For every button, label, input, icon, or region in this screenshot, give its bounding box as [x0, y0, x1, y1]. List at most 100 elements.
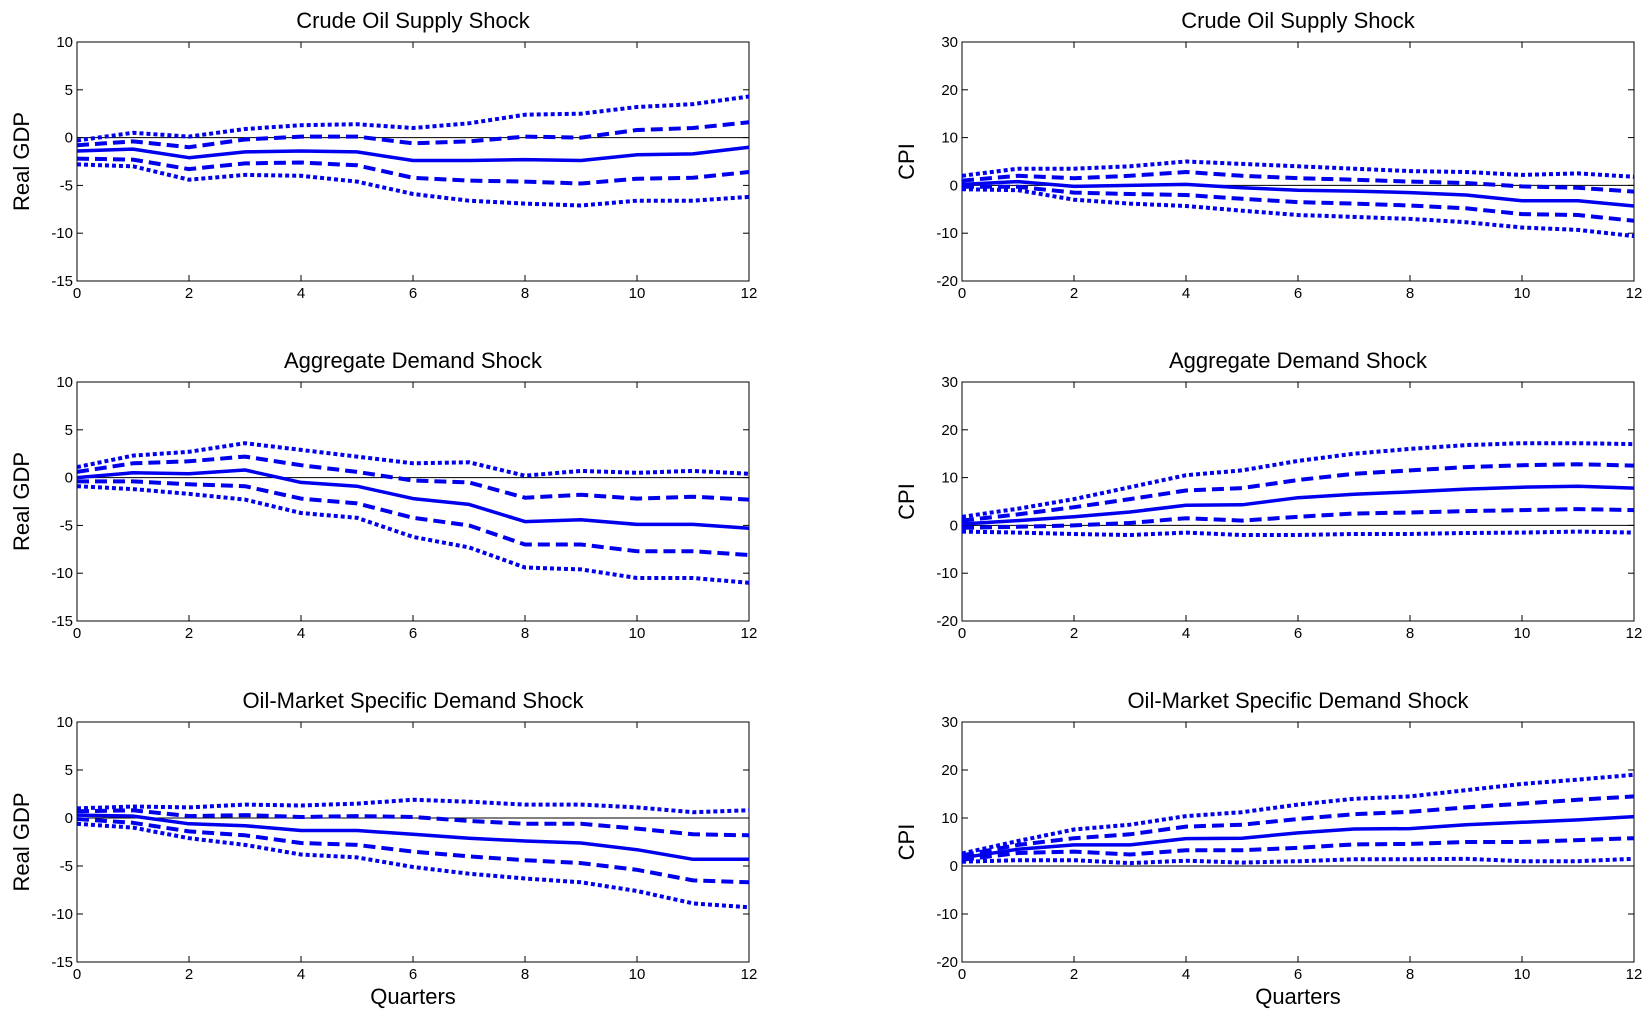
x-tick-label: 6 — [1294, 966, 1302, 983]
y-tick-label: -10 — [51, 565, 73, 582]
y-tick-label: -10 — [936, 906, 958, 923]
x-tick-label: 8 — [521, 625, 529, 642]
x-tick-label: 8 — [1406, 285, 1414, 302]
axes-box — [76, 721, 750, 963]
y-tick-label: 20 — [941, 762, 958, 779]
x-tick-label: 2 — [1070, 625, 1078, 642]
y-tick-label: 0 — [65, 130, 73, 147]
panel-0: 0 2 4 6 8 10 12 10 5 0 -5 -10 -15 Crude Oil Supply Sh… — [9, 8, 757, 302]
x-tick-label: 12 — [1626, 966, 1643, 983]
series-line-dotted-0 — [961, 159, 1635, 179]
x-tick-label: 4 — [297, 285, 305, 302]
x-tick-label: 0 — [958, 625, 966, 642]
series-line-dashed-1 — [76, 120, 750, 150]
x-tick-label: 2 — [185, 625, 193, 642]
panel-3: 0 2 4 6 8 10 12 30 20 10 0 -10 -20 Aggregate Demand S… — [894, 348, 1642, 642]
series-line-dashed-3 — [962, 184, 1635, 223]
x-tick-label: 10 — [1514, 966, 1531, 983]
series-line-dashed-3 — [961, 507, 1635, 530]
y-tick-label: 30 — [941, 714, 958, 731]
x-tick-label: 10 — [1514, 285, 1531, 302]
y-tick-label: 10 — [56, 714, 73, 731]
panel-2: 0 2 4 6 8 10 12 10 5 0 -5 -10 -15 Aggregate Demand Sh… — [9, 348, 757, 642]
panel-1: 0 2 4 6 8 10 12 30 20 10 0 -10 -20 Crude Oil Supply S… — [894, 8, 1642, 302]
y-tick-label: -20 — [936, 273, 958, 290]
y-tick-label: -10 — [936, 225, 958, 242]
y-tick-label: -5 — [60, 858, 73, 875]
series-line-dashed-1 — [76, 454, 750, 502]
y-tick-label: 10 — [941, 130, 958, 147]
x-tick-label: 12 — [1626, 285, 1643, 302]
series-line-dotted-0 — [76, 94, 750, 143]
series-line-dashed-3 — [76, 817, 750, 885]
y-tick-label: -15 — [51, 273, 73, 290]
x-tick-label: 6 — [409, 966, 417, 983]
series-line-dashed-1 — [961, 462, 1635, 523]
x-tick-label: 6 — [409, 285, 417, 302]
x-tick-label: 10 — [629, 625, 646, 642]
x-tick-label: 2 — [1070, 966, 1078, 983]
y-axis-label: Real GDP — [9, 792, 34, 891]
y-tick-label: 0 — [65, 470, 73, 487]
x-tick-label: 0 — [958, 285, 966, 302]
y-axis-label: CPI — [894, 824, 919, 861]
panel-5: 0 2 4 6 8 10 12 30 20 10 0 -10 -20 Oil-Market Specifi… — [894, 688, 1642, 1009]
y-axis-label: CPI — [894, 483, 919, 520]
panel-title: Aggregate Demand Shock — [284, 348, 543, 373]
x-tick-label: 12 — [741, 625, 758, 642]
x-tick-label: 12 — [741, 285, 758, 302]
x-tick-label: 4 — [1182, 625, 1190, 642]
y-tick-label: 30 — [941, 34, 958, 51]
x-tick-label: 4 — [1182, 285, 1190, 302]
x-tick-label: 6 — [409, 625, 417, 642]
y-tick-label: 30 — [941, 374, 958, 391]
x-tick-label: 10 — [629, 966, 646, 983]
x-tick-label: 4 — [297, 966, 305, 983]
x-tick-label: 0 — [958, 966, 966, 983]
x-tick-label: 10 — [1514, 625, 1531, 642]
x-tick-label: 10 — [629, 285, 646, 302]
series-line-solid-2 — [961, 179, 1635, 208]
y-tick-label: 20 — [941, 82, 958, 99]
series-line-dashed-1 — [961, 170, 1635, 194]
y-axis-label: Real GDP — [9, 112, 34, 211]
series-line-dotted-0 — [76, 797, 750, 815]
y-tick-label: 0 — [950, 517, 958, 534]
series-line-solid-2 — [961, 484, 1635, 526]
series-line-dotted-4 — [961, 529, 1635, 537]
y-tick-label: -10 — [51, 225, 73, 242]
axes-box — [961, 41, 1635, 282]
y-tick-label: -15 — [51, 613, 73, 630]
x-tick-label: 4 — [1182, 966, 1190, 983]
panel-title: Aggregate Demand Shock — [1169, 348, 1428, 373]
x-tick-label: 12 — [1626, 625, 1643, 642]
x-tick-label: 8 — [521, 966, 529, 983]
series-line-dotted-0 — [961, 772, 1635, 856]
panel-title: Oil-Market Specific Demand Shock — [242, 688, 584, 713]
series-line-dotted-4 — [76, 162, 750, 208]
panel-title: Crude Oil Supply Shock — [1181, 8, 1416, 33]
x-tick-label: 8 — [521, 285, 529, 302]
series-line-dashed-3 — [77, 479, 750, 557]
series-line-dotted-4 — [76, 821, 750, 910]
panel-4: 0 2 4 6 8 10 12 10 5 0 -5 -10 -15 Oil-Market Specific… — [9, 688, 757, 1009]
series-line-solid-2 — [76, 468, 750, 531]
x-tick-label: 6 — [1294, 285, 1302, 302]
series-line-solid-2 — [961, 814, 1635, 860]
y-tick-label: 10 — [56, 34, 73, 51]
series-line-dotted-4 — [76, 484, 750, 585]
y-tick-label: 0 — [950, 177, 958, 194]
y-tick-label: 5 — [65, 82, 73, 99]
y-tick-label: 10 — [941, 810, 958, 827]
x-tick-label: 12 — [741, 966, 758, 983]
axes-box — [961, 721, 1635, 963]
y-tick-label: -10 — [936, 565, 958, 582]
series-line-solid-2 — [76, 145, 750, 163]
x-tick-label: 0 — [73, 966, 81, 983]
x-tick-label: 6 — [1294, 625, 1302, 642]
axes-box — [76, 381, 750, 622]
x-tick-label: 4 — [297, 625, 305, 642]
y-tick-label: -5 — [60, 177, 73, 194]
y-tick-label: 5 — [65, 422, 73, 439]
x-tick-label: 2 — [185, 285, 193, 302]
